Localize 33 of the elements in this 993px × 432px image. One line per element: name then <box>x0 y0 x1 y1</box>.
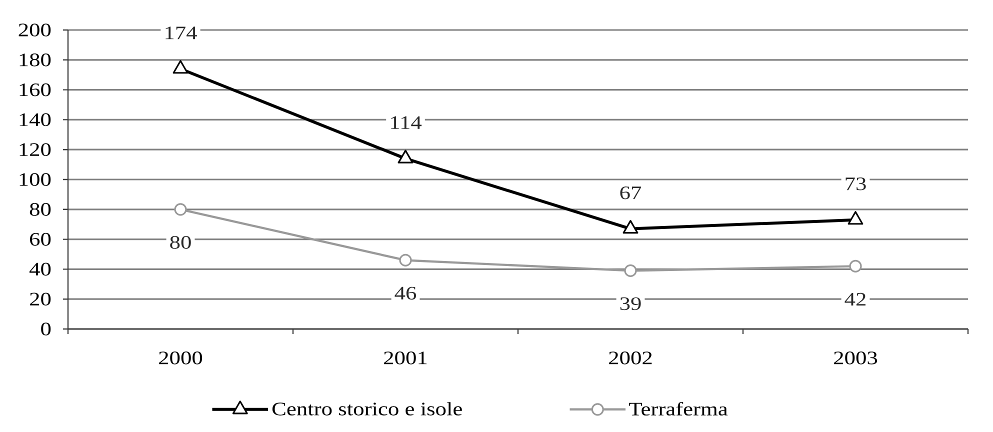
point <box>174 203 187 216</box>
data-label: 174 <box>166 26 197 40</box>
point <box>172 60 188 74</box>
data-label: 73 <box>846 177 866 190</box>
y-tick-label: 120 <box>20 143 51 156</box>
point <box>848 211 864 225</box>
data-label: 80 <box>170 236 191 249</box>
y-tick-label: 20 <box>30 292 51 306</box>
y-tick-label: 160 <box>20 83 51 96</box>
y-tick-label: 100 <box>20 173 51 186</box>
y-tick-label: 60 <box>30 232 51 246</box>
point <box>398 150 414 164</box>
data-label: 114 <box>391 116 422 129</box>
point <box>622 220 638 234</box>
y-tick-label: 80 <box>30 203 51 216</box>
legend-label: Terraferma <box>629 402 728 416</box>
x-tick-label: 2000 <box>159 352 202 364</box>
legend-label: Centro storico e isole <box>272 402 462 416</box>
data-label: 67 <box>620 186 642 200</box>
y-tick-label: 0 <box>41 322 51 336</box>
y-tick-label: 200 <box>18 24 51 36</box>
y-tick-label: 180 <box>20 54 51 66</box>
x-tick-label: 2001 <box>384 352 427 364</box>
x-tick-label: 2002 <box>609 352 652 364</box>
y-tick-label: 40 <box>29 262 51 276</box>
data-label: 42 <box>844 292 866 306</box>
point <box>399 254 412 267</box>
x-tick-label: 2003 <box>834 352 878 364</box>
y-tick-label: 140 <box>20 113 51 126</box>
data-label: 39 <box>620 297 641 310</box>
data-label: 46 <box>394 286 416 300</box>
point <box>624 264 637 277</box>
point <box>849 260 862 273</box>
